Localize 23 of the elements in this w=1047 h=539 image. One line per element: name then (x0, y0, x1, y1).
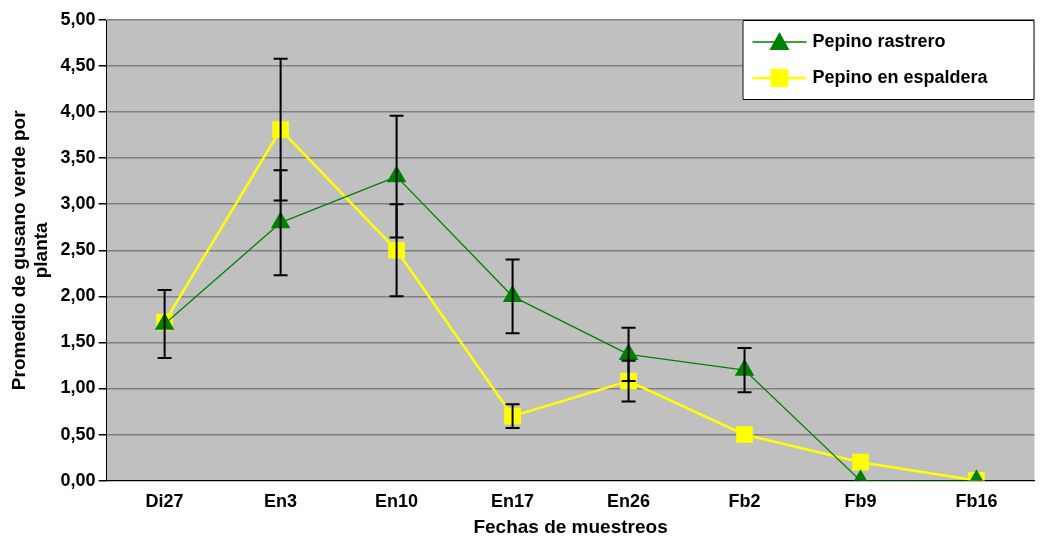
y-tick-label: 2,00 (60, 285, 96, 306)
x-tick-label: Fb16 (955, 491, 998, 512)
x-axis-title: Fechas de muestreos (473, 515, 668, 537)
y-tick-label: 1,50 (60, 331, 96, 352)
y-tick-label: 0,00 (60, 469, 96, 490)
y-axis-title: Promedio de gusano verde por planta (7, 109, 52, 391)
x-tick-label: Fb9 (844, 491, 877, 512)
y-tick-label: 5,00 (60, 8, 96, 29)
y-tick-label: 1,00 (60, 377, 96, 398)
y-tick-label: 4,00 (60, 101, 96, 122)
y-tick-label: 0,50 (60, 423, 96, 444)
y-tick-label: 3,50 (60, 147, 96, 168)
y-tick-label: 2,50 (60, 239, 96, 260)
y-tick-label: 4,50 (60, 55, 96, 76)
x-tick-label: En10 (375, 491, 419, 512)
x-tick-label: En26 (607, 491, 651, 512)
y-tick-label: 3,00 (60, 193, 96, 214)
x-tick-label: En17 (491, 491, 535, 512)
x-tick-label: Di27 (145, 491, 184, 512)
x-tick-label: En3 (264, 491, 298, 512)
x-tick-label: Fb2 (728, 491, 761, 512)
legend-label: Pepino rastrero (812, 30, 946, 51)
legend-label: Pepino en espaldera (812, 66, 989, 87)
